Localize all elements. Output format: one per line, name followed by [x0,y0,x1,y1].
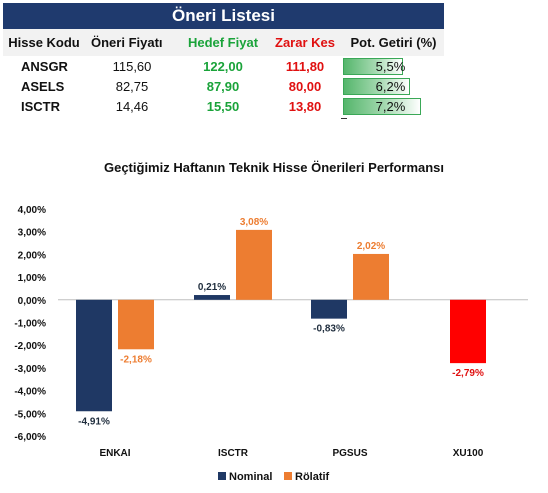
bar-nominal [194,295,230,300]
bar-nominal [76,299,112,412]
cell-recommended-price: 115,60 [112,58,152,74]
y-tick-label: -6,00% [14,432,46,443]
cell-target-price: 122,00 [203,58,243,74]
header-stock-code: Hisse Kodu [8,35,80,50]
bar-nominal [450,299,486,364]
y-tick-label: 3,00% [18,228,46,239]
x-tick-label: ENKAI [99,448,130,459]
legend-swatch [218,472,226,480]
cell-stock-code: ANSGR [21,58,68,74]
y-tick-label: 0,00% [18,296,46,307]
data-label: 0,21% [198,282,226,293]
cell-target-price: 15,50 [206,98,240,114]
cell-recommended-price: 14,46 [115,98,149,114]
legend-swatch [284,472,292,480]
y-tick-label: -1,00% [14,319,46,330]
bar-nominal [311,299,347,319]
return-label: 7,2% [375,98,406,114]
return-label: 5,5% [375,58,406,74]
recommendation-table: Öneri Listesi Hisse Kodu Öneri Fiyatı He… [3,3,444,116]
y-tick-label: 4,00% [18,205,46,216]
y-tick-label: -3,00% [14,364,46,375]
chart-title: Geçtiğimiz Haftanın Teknik Hisse Önerile… [103,160,445,175]
cell-stop-loss: 111,80 [285,58,325,74]
data-label: -2,18% [120,354,152,365]
cell-stop-loss: 13,80 [288,98,322,114]
table-header: Hisse Kodu Öneri Fiyatı Hedef Fiyat Zara… [3,29,444,56]
y-tick-label: -5,00% [14,409,46,420]
data-label: 3,08% [240,217,268,228]
y-tick-label: 2,00% [18,250,46,261]
data-label: -0,83% [313,324,345,335]
cell-potential-return: 6,2% [343,77,444,95]
cell-potential-return: 7,2% [343,97,444,115]
table-row: ASELS 82,75 87,90 80,00 6,2% [3,76,444,96]
x-tick-label: ISCTR [218,448,249,459]
legend-label: Nominal [229,471,272,483]
y-tick-label: -4,00% [14,387,46,398]
data-label: -4,91% [78,416,110,427]
cell-target-price: 87,90 [206,78,240,94]
x-tick-label: XU100 [453,448,484,459]
y-tick-label: 1,00% [18,273,46,284]
cell-stock-code: ASELS [21,78,65,94]
cell-stock-code: ISCTR [21,98,60,114]
return-data-bar [343,97,421,115]
return-label: 6,2% [375,78,406,94]
cell-recommended-price: 82,75 [115,78,149,94]
header-target-price: Hedef Fiyat [187,35,259,50]
y-tick-label: -2,00% [14,341,46,352]
table-row: ISCTR 14,46 15,50 13,80 7,2% [3,96,444,116]
cell-potential-return: 5,5% [343,57,444,75]
table-row: ANSGR 115,60 122,00 111,80 5,5% [3,56,444,76]
cell-stop-loss: 80,00 [288,78,322,94]
data-label: -2,79% [452,368,484,379]
x-tick-label: PGSUS [332,448,367,459]
cell-tick-mark [341,118,347,119]
bar-rölatif [353,253,389,300]
table-title: Öneri Listesi [3,3,444,29]
data-label: 2,02% [357,241,385,252]
header-stop-loss: Zarar Kes [275,35,335,50]
legend-label: Rölatif [295,471,330,483]
return-data-bar [343,57,403,75]
header-potential-return: Pot. Getiri (%) [350,35,437,50]
header-recommended-price: Öneri Fiyatı [91,35,163,50]
bar-rölatif [236,229,272,300]
return-data-bar [343,77,410,95]
bar-rölatif [118,299,154,350]
